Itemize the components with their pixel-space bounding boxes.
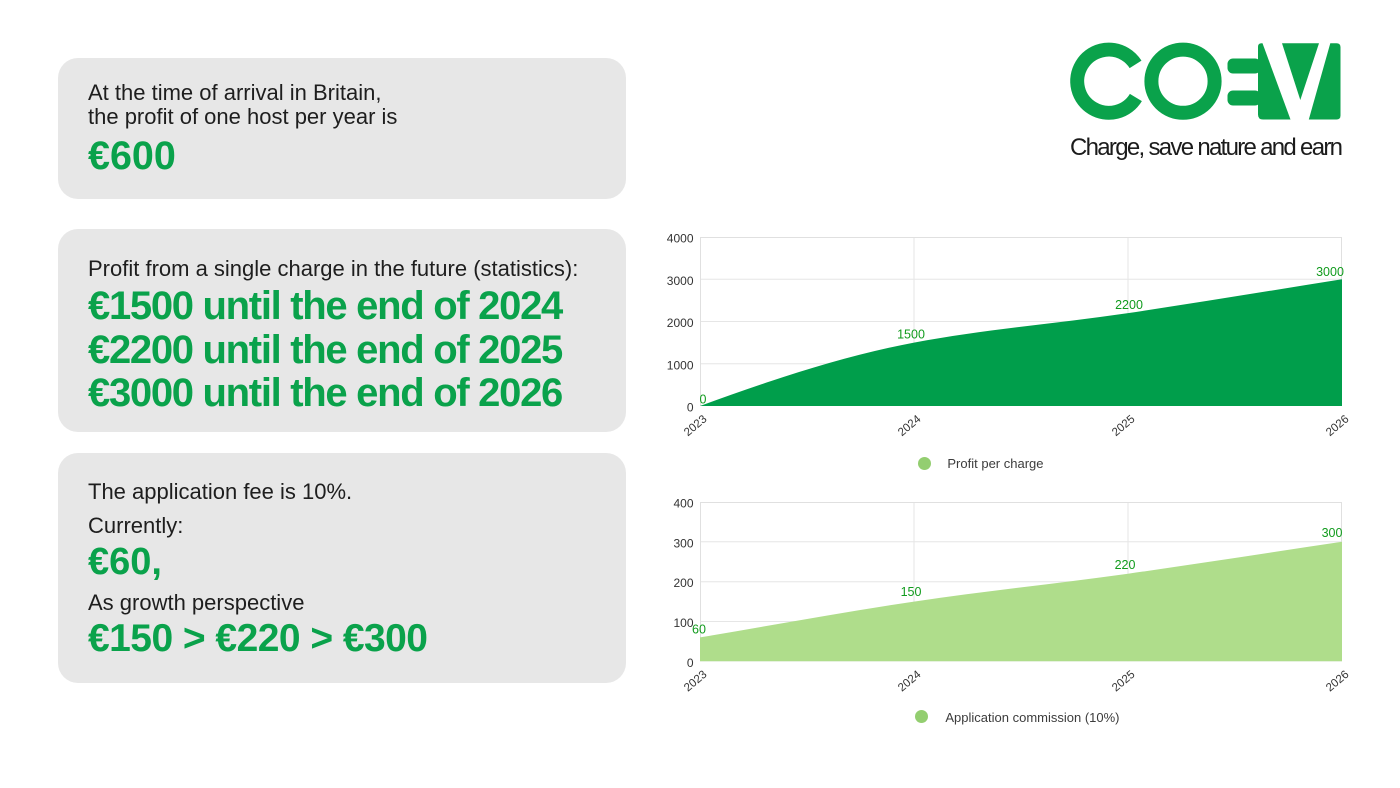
svg-text:2200: 2200 bbox=[1115, 298, 1143, 312]
svg-text:200: 200 bbox=[673, 576, 693, 590]
svg-text:0: 0 bbox=[687, 401, 694, 415]
svg-text:300: 300 bbox=[1322, 526, 1343, 540]
svg-text:3000: 3000 bbox=[1316, 265, 1344, 279]
svg-text:2024: 2024 bbox=[896, 413, 924, 439]
svg-text:4000: 4000 bbox=[667, 232, 694, 246]
svg-text:60: 60 bbox=[692, 623, 706, 637]
svg-text:100: 100 bbox=[673, 616, 693, 630]
svg-text:2026: 2026 bbox=[1324, 413, 1351, 439]
svg-text:0: 0 bbox=[700, 393, 707, 407]
svg-text:2026: 2026 bbox=[1324, 669, 1351, 695]
svg-text:3000: 3000 bbox=[667, 274, 694, 288]
svg-text:2025: 2025 bbox=[1110, 413, 1137, 439]
svg-text:2025: 2025 bbox=[1110, 669, 1137, 695]
svg-text:2023: 2023 bbox=[682, 669, 709, 695]
svg-text:300: 300 bbox=[673, 536, 693, 550]
svg-text:2023: 2023 bbox=[682, 413, 709, 439]
svg-text:400: 400 bbox=[673, 497, 693, 511]
svg-text:220: 220 bbox=[1115, 558, 1136, 572]
svg-text:2000: 2000 bbox=[667, 316, 694, 330]
svg-text:1500: 1500 bbox=[897, 328, 925, 342]
svg-text:1000: 1000 bbox=[667, 358, 694, 372]
svg-text:150: 150 bbox=[901, 585, 922, 599]
svg-text:0: 0 bbox=[687, 656, 694, 670]
svg-text:2024: 2024 bbox=[896, 668, 924, 694]
